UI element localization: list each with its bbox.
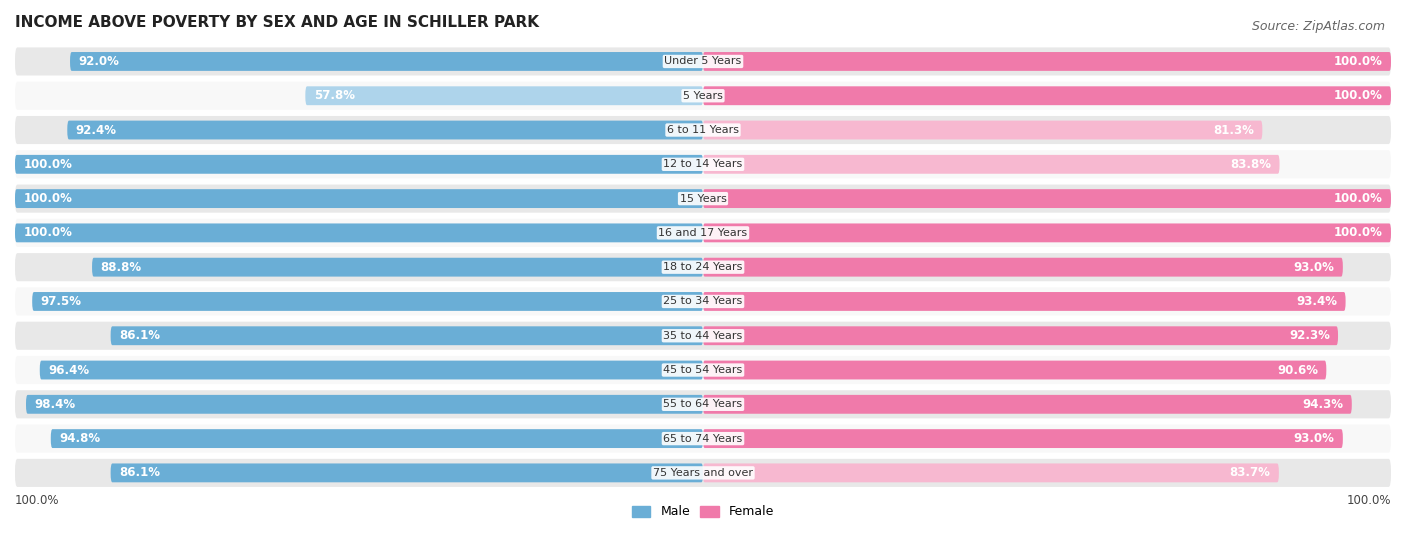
FancyBboxPatch shape [15,155,703,174]
Text: 83.8%: 83.8% [1230,158,1271,171]
Text: 100.0%: 100.0% [24,158,72,171]
FancyBboxPatch shape [703,224,1391,242]
FancyBboxPatch shape [15,424,1391,453]
FancyBboxPatch shape [703,189,1391,208]
FancyBboxPatch shape [703,155,1279,174]
FancyBboxPatch shape [15,287,1391,315]
Text: 25 to 34 Years: 25 to 34 Years [664,296,742,306]
Text: 92.4%: 92.4% [76,124,117,136]
Legend: Male, Female: Male, Female [627,500,779,523]
FancyBboxPatch shape [15,356,1391,384]
Text: 93.0%: 93.0% [1294,260,1334,274]
Text: 94.8%: 94.8% [59,432,100,445]
Text: 100.0%: 100.0% [1334,192,1382,205]
Text: 93.4%: 93.4% [1296,295,1337,308]
Text: 100.0%: 100.0% [1334,55,1382,68]
FancyBboxPatch shape [15,224,703,242]
FancyBboxPatch shape [703,463,1279,482]
FancyBboxPatch shape [305,86,703,105]
FancyBboxPatch shape [111,463,703,482]
Text: 97.5%: 97.5% [41,295,82,308]
Text: 75 Years and over: 75 Years and over [652,468,754,478]
Text: 100.0%: 100.0% [1334,89,1382,102]
FancyBboxPatch shape [703,258,1343,277]
Text: 92.0%: 92.0% [79,55,120,68]
FancyBboxPatch shape [91,258,703,277]
Text: 100.0%: 100.0% [24,192,72,205]
FancyBboxPatch shape [67,121,703,139]
FancyBboxPatch shape [703,86,1391,105]
FancyBboxPatch shape [703,292,1346,311]
FancyBboxPatch shape [70,52,703,71]
FancyBboxPatch shape [111,326,703,345]
Text: 92.3%: 92.3% [1289,329,1330,342]
Text: 45 to 54 Years: 45 to 54 Years [664,365,742,375]
FancyBboxPatch shape [15,189,703,208]
FancyBboxPatch shape [15,116,1391,144]
Text: 100.0%: 100.0% [1334,226,1382,239]
FancyBboxPatch shape [25,395,703,414]
Text: 88.8%: 88.8% [100,260,142,274]
Text: 93.0%: 93.0% [1294,432,1334,445]
Text: 65 to 74 Years: 65 to 74 Years [664,434,742,444]
Text: 16 and 17 Years: 16 and 17 Years [658,228,748,238]
FancyBboxPatch shape [703,326,1339,345]
FancyBboxPatch shape [15,321,1391,350]
Text: Under 5 Years: Under 5 Years [665,56,741,67]
FancyBboxPatch shape [51,429,703,448]
Text: 35 to 44 Years: 35 to 44 Years [664,331,742,341]
FancyBboxPatch shape [703,52,1391,71]
Text: 83.7%: 83.7% [1230,466,1271,480]
Text: 5 Years: 5 Years [683,91,723,101]
FancyBboxPatch shape [703,361,1326,380]
FancyBboxPatch shape [15,82,1391,110]
Text: 18 to 24 Years: 18 to 24 Years [664,262,742,272]
FancyBboxPatch shape [703,429,1343,448]
Text: 96.4%: 96.4% [48,363,89,377]
FancyBboxPatch shape [15,253,1391,281]
FancyBboxPatch shape [703,121,1263,139]
Text: 90.6%: 90.6% [1277,363,1317,377]
FancyBboxPatch shape [15,150,1391,178]
Text: Source: ZipAtlas.com: Source: ZipAtlas.com [1251,20,1385,32]
Text: 12 to 14 Years: 12 to 14 Years [664,159,742,169]
FancyBboxPatch shape [15,219,1391,247]
Text: 81.3%: 81.3% [1213,124,1254,136]
Text: 57.8%: 57.8% [314,89,354,102]
Text: 6 to 11 Years: 6 to 11 Years [666,125,740,135]
FancyBboxPatch shape [15,459,1391,487]
Text: 86.1%: 86.1% [120,329,160,342]
FancyBboxPatch shape [32,292,703,311]
FancyBboxPatch shape [15,184,1391,212]
FancyBboxPatch shape [703,395,1351,414]
Text: 100.0%: 100.0% [15,494,59,507]
FancyBboxPatch shape [15,390,1391,418]
Text: 15 Years: 15 Years [679,193,727,203]
Text: 100.0%: 100.0% [1347,494,1391,507]
Text: 98.4%: 98.4% [34,398,76,411]
Text: 94.3%: 94.3% [1302,398,1344,411]
Text: INCOME ABOVE POVERTY BY SEX AND AGE IN SCHILLER PARK: INCOME ABOVE POVERTY BY SEX AND AGE IN S… [15,15,538,30]
Text: 100.0%: 100.0% [24,226,72,239]
Text: 86.1%: 86.1% [120,466,160,480]
FancyBboxPatch shape [39,361,703,380]
FancyBboxPatch shape [15,48,1391,75]
Text: 55 to 64 Years: 55 to 64 Years [664,399,742,409]
